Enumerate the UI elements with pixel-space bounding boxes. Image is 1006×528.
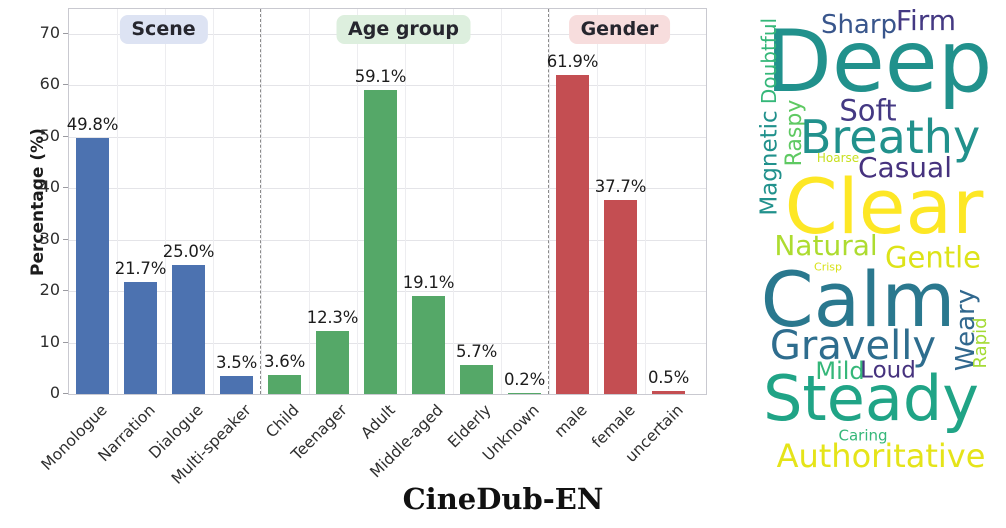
bar-Middle-aged [412,295,445,394]
value-label: 19.1% [402,272,455,292]
gridline-vertical [116,9,118,394]
y-tick-mark [63,187,68,188]
group-badge-age-group: Age group [336,15,471,44]
gridline-vertical [596,9,598,394]
bar-chart: 49.8% 21.7% 25.0% 3.5% 3.6% 12.3% 59.1% 19.1% 5.… [28,8,707,488]
wordcloud-word-natural: Natural [774,229,878,262]
y-tick-label: 60 [39,74,60,93]
gridline-vertical [548,9,550,394]
y-tick-label: 40 [39,177,60,196]
wordcloud-word-loud: Loud [860,357,916,384]
value-label: 3.5% [215,352,258,372]
value-label: 3.6% [263,352,306,372]
gridline-vertical [644,9,646,394]
bar-Monologue [76,137,109,394]
value-label: 12.3% [306,307,359,327]
y-tick-mark [63,135,68,137]
gridline-vertical [260,9,262,394]
wordcloud-word-rapid: Rapid [970,317,991,369]
y-tick-mark [63,290,68,291]
bar-Elderly [460,364,493,394]
group-separator [260,9,261,394]
y-tick-label: 10 [39,331,60,351]
bar-female [604,199,637,394]
wordcloud-word-calm: Calm [760,255,956,344]
gridline-vertical [404,9,406,394]
plot-area: 49.8% 21.7% 25.0% 3.5% 3.6% 12.3% 59.1% 19.1% 5.… [67,8,707,395]
wordcloud-word-raspy: Raspy [782,99,807,167]
wordcloud-word-deep: Deep [765,12,993,112]
wordcloud-word-gentle: Gentle [885,240,981,275]
y-tick-label: 70 [39,22,60,42]
bar-Multi-speaker [220,375,253,394]
group-badge-scene: Scene [119,15,208,44]
y-tick-mark [63,393,68,394]
group-badge-gender: Gender [568,15,671,44]
bar-Dialogue [172,265,205,394]
wordcloud-word-sharp: Sharp [820,10,898,40]
value-label: 5.7% [455,341,498,361]
y-tick-mark [63,84,68,85]
bar-Child [268,375,301,394]
value-label: 21.7% [114,259,167,279]
wordcloud-word-casual: Casual [858,151,952,184]
bar-Adult [364,89,397,394]
gridline-vertical [500,9,502,394]
gridline-vertical [356,9,358,394]
wordcloud-word-caring: Caring [838,426,888,445]
gridline-vertical [308,9,310,394]
gridline-vertical [164,9,166,394]
y-tick-mark [63,238,68,240]
wordcloud-word-magnetic: Magnetic [756,110,783,216]
bar-Narration [124,282,157,394]
y-tick-mark [63,341,68,343]
y-tick-label: 50 [39,125,60,145]
y-tick-mark [63,32,68,34]
wordcloud-word-gravelly: Gravelly [769,323,937,369]
wordcloud-word-mild: Mild [815,357,865,385]
value-label: 25.0% [162,242,215,262]
wordcloud-word-soft: Soft [839,93,897,128]
value-label: 59.1% [354,66,407,86]
y-tick-label: 30 [39,228,60,248]
value-label: 0.2% [503,369,546,389]
group-separator [548,9,549,394]
wordcloud-word-hoarse: Hoarse [816,151,860,165]
bar-Unknown [508,392,541,394]
value-label: 61.9% [546,52,599,72]
value-label: 49.8% [66,114,119,134]
wordcloud-word-breathy: Breathy [799,110,981,164]
y-tick-label: 20 [39,280,60,299]
bar-uncertain [652,391,685,394]
wordcloud-word-clear: Clear [784,162,984,251]
wordcloud-word-doubtful: Doubtful [757,17,781,105]
gridline-vertical [452,9,454,394]
value-label: 0.5% [647,368,690,388]
wordcloud-word-firm: Firm [895,4,957,37]
y-tick-label: 0 [49,383,60,402]
wordcloud-word-weary: Weary [951,288,981,372]
wordcloud-word-steady: Steady [763,362,979,435]
bar-Teenager [316,330,349,394]
wordcloud-word-crisp: Crisp [814,260,842,274]
gridline-horizontal [69,85,706,86]
bar-male [556,75,589,394]
value-label: 37.7% [594,176,647,196]
wordcloud-word-authoritative: Authoritative [776,437,986,475]
figure-title: CineDub-EN [402,482,604,516]
gridline-vertical [212,9,214,394]
